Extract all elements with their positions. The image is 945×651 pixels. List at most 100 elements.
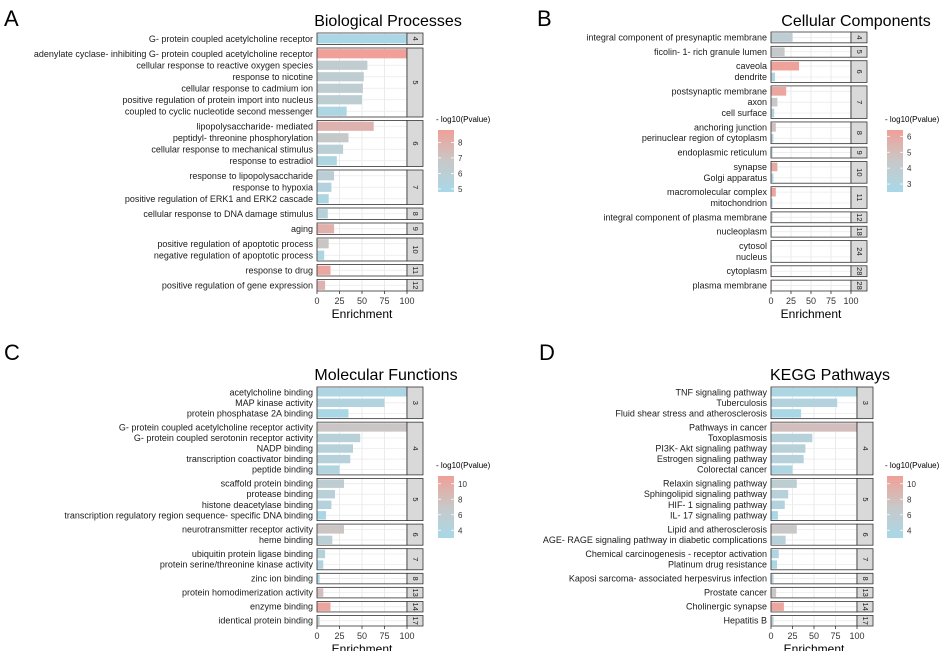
facet-strip-label: 6 [855, 69, 864, 73]
legend-tick-label: 8 [458, 138, 463, 147]
bar [317, 133, 349, 143]
bar [771, 444, 806, 453]
bar [317, 171, 335, 181]
term-label: response to drug [245, 265, 313, 275]
facet-strip [406, 47, 424, 118]
x-axis: 0 25 50 75 100 Enrichment [314, 291, 415, 321]
bar [771, 465, 793, 474]
bar [317, 409, 349, 418]
bar [771, 198, 773, 208]
facet-strip [850, 240, 868, 263]
term-label: mitochondrion [710, 198, 767, 208]
legend-title: - log10(Pvalue) [436, 461, 491, 470]
term-label: lipopolysaccharide- mediated [196, 121, 313, 131]
facet-strip [406, 421, 424, 476]
legend-title: - log10(Pvalue) [885, 461, 940, 470]
facet-strip-label: 13 [861, 588, 870, 596]
legend-colorbar [438, 130, 454, 192]
term-label: AGE- RAGE signaling pathway in diabetic … [543, 535, 768, 545]
bar [317, 83, 363, 93]
x-tick-label: 50 [357, 631, 367, 641]
legend-tick-label: 7 [458, 154, 463, 163]
term-label: Cholinergic synapse [686, 602, 767, 612]
bar [771, 549, 779, 559]
term-label: perinuclear region of cytoplasm [642, 133, 767, 143]
facet-strip-label: 8 [861, 576, 870, 580]
color-legend: - log10(Pvalue) 4 6 8 10 [885, 461, 940, 538]
term-label: synapse [733, 162, 767, 172]
term-label: response to nicotine [232, 72, 313, 82]
facet-strip [850, 146, 868, 159]
x-tick-label: 50 [357, 296, 367, 306]
bar [771, 148, 773, 157]
bar [771, 212, 773, 222]
facet-strip-label: 13 [411, 588, 420, 596]
term-label: macromolecular complex [667, 187, 768, 197]
term-label: ficolin- 1- rich granule lumen [654, 47, 767, 57]
term-label: plasma membrane [692, 281, 767, 291]
term-label: HIF- 1 signaling pathway [668, 500, 768, 510]
bar [317, 182, 332, 192]
facet-group: cytoplasm 28 [726, 265, 868, 278]
facet-strip-label: 10 [411, 245, 420, 253]
facet-strip-label: 7 [411, 557, 420, 561]
term-label: scaffold protein binding [221, 479, 313, 489]
legend-tick-label: 8 [907, 495, 912, 504]
bar [771, 162, 778, 172]
bar [771, 33, 793, 42]
x-axis-title: Enrichment [332, 642, 393, 651]
bar [317, 156, 337, 166]
panel-title: KEGG Pathways [770, 367, 890, 384]
bar [317, 224, 335, 234]
facet-strip [406, 586, 424, 599]
facet-strip-label: 6 [861, 533, 870, 537]
facet-strip-label: 11 [855, 194, 864, 202]
facet-strip-label: 5 [411, 80, 420, 84]
panel-letter: C [4, 340, 20, 365]
bar [771, 47, 785, 57]
color-legend: - log10(Pvalue) 5 6 7 8 [436, 115, 491, 194]
bar [317, 511, 326, 520]
x-axis-title: Enrichment [784, 642, 845, 651]
bar [771, 409, 802, 418]
facet-strip-label: 18 [855, 228, 864, 236]
facet-strip [406, 169, 424, 205]
term-label: Relaxin signaling pathway [663, 479, 768, 489]
facet-group: response to drug 11 [245, 264, 424, 277]
bar [317, 34, 407, 44]
x-tick-label: 25 [786, 296, 796, 306]
facet-strip-label: 5 [411, 497, 420, 501]
facet-strip [406, 615, 424, 627]
panel-letter: B [537, 6, 552, 31]
term-label: integral component of plasma membrane [603, 212, 767, 222]
term-label: adenylate cyclase- inhibiting G- protein… [34, 49, 313, 59]
term-label: Chemical carcinogenesis - receptor activ… [585, 549, 767, 559]
facet-strip-label: 9 [411, 227, 420, 231]
facet-strip [850, 45, 868, 58]
bar [317, 144, 344, 154]
bar [317, 616, 320, 625]
bar [771, 454, 804, 464]
term-label: Kaposi sarcoma- associated herpesvirus i… [569, 574, 767, 584]
facet-group: G- protein coupled acetylcholine recepto… [119, 421, 424, 476]
facet-strip [850, 121, 868, 145]
legend-colorbar [438, 476, 454, 538]
bar [771, 616, 774, 625]
facet-strip [850, 31, 868, 44]
facet-strip [406, 601, 424, 613]
x-tick-label: 0 [314, 631, 319, 641]
term-label: endoplasmic reticulum [677, 148, 767, 158]
facet-strip [856, 523, 874, 546]
color-legend: - log10(Pvalue) 3 4 5 6 [885, 115, 940, 192]
bar [317, 465, 340, 474]
facet-group: positive regulation of apoptotic process… [154, 237, 424, 262]
facet-strip-label: 24 [855, 247, 864, 255]
bar [771, 241, 772, 251]
bar [317, 95, 362, 105]
bar [771, 266, 772, 276]
term-label: aging [291, 224, 313, 234]
term-label: protein phosphatase 2A binding [187, 408, 313, 418]
panel-b: B Cellular Components integral component o… [537, 6, 940, 321]
